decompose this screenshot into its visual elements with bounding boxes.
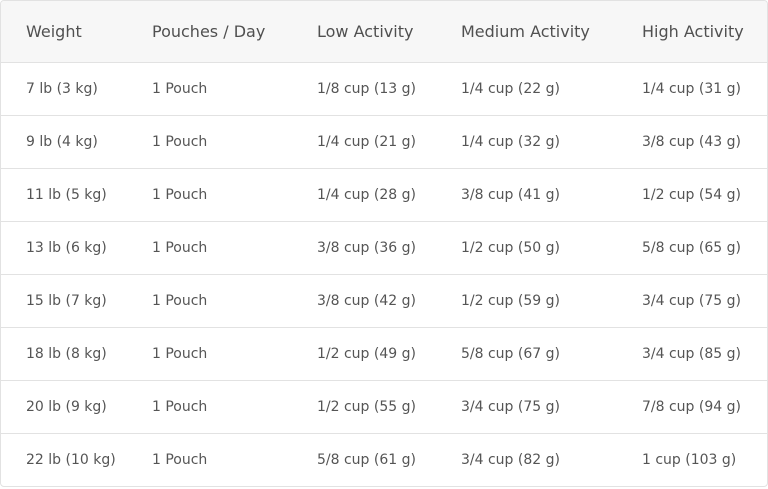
cell-low-activity: 1/2 cup (55 g)	[292, 379, 436, 433]
cell-medium-activity: 3/4 cup (75 g)	[436, 379, 617, 433]
cell-medium-activity: 5/8 cup (67 g)	[436, 326, 617, 380]
cell-pouches: 1 Pouch	[127, 432, 292, 486]
cell-low-activity: 3/8 cup (42 g)	[292, 273, 436, 327]
cell-weight: 9 lb (4 kg)	[1, 114, 127, 168]
header-weight: Weight	[1, 1, 127, 63]
cell-high-activity: 3/8 cup (43 g)	[617, 114, 767, 168]
cell-high-activity: 1/2 cup (54 g)	[617, 167, 767, 221]
table-row: 15 lb (7 kg) 1 Pouch 3/8 cup (42 g) 1/2 …	[1, 273, 767, 327]
cell-high-activity: 1/4 cup (31 g)	[642, 80, 741, 97]
cell-medium-activity: 1/4 cup (22 g)	[461, 80, 560, 97]
cell-high-activity: 3/4 cup (75 g)	[617, 273, 767, 327]
header-high-activity: High Activity	[617, 1, 767, 63]
cell-high-activity: 3/4 cup (85 g)	[617, 326, 767, 380]
table-row: 7 lb (3 kg) 1 Pouch 1/8 cup (13 g) 1/4 c…	[1, 62, 767, 115]
cell-pouches: 1 Pouch	[127, 326, 292, 380]
cell-pouches: 1 Pouch	[127, 379, 292, 433]
table-row: 20 lb (9 kg) 1 Pouch 1/2 cup (55 g) 3/4 …	[1, 379, 767, 433]
table-row: 11 lb (5 kg) 1 Pouch 1/4 cup (28 g) 3/8 …	[1, 167, 767, 221]
header-pouches-per-day: Pouches / Day	[127, 1, 292, 63]
cell-low-activity: 1/2 cup (49 g)	[292, 326, 436, 380]
cell-weight: 22 lb (10 kg)	[1, 432, 127, 486]
header-row: Weight Pouches / Day Low Activity Medium…	[1, 1, 767, 63]
cell-weight: 20 lb (9 kg)	[1, 379, 127, 433]
cell-medium-activity: 3/4 cup (82 g)	[436, 432, 617, 486]
cell-high-activity: 1 cup (103 g)	[617, 432, 767, 486]
cell-pouches: 1 Pouch	[127, 273, 292, 327]
cell-medium-activity: 1/2 cup (59 g)	[436, 273, 617, 327]
cell-pouches: 1 Pouch	[152, 80, 208, 97]
cell-pouches: 1 Pouch	[127, 220, 292, 274]
cell-low-activity: 3/8 cup (36 g)	[292, 220, 436, 274]
cell-low-activity: 1/4 cup (21 g)	[292, 114, 436, 168]
cell-low-activity: 1/8 cup (13 g)	[317, 80, 416, 97]
cell-low-activity: 1/4 cup (28 g)	[292, 167, 436, 221]
table-row: 22 lb (10 kg) 1 Pouch 5/8 cup (61 g) 3/4…	[1, 432, 767, 486]
cell-low-activity: 5/8 cup (61 g)	[292, 432, 436, 486]
cell-medium-activity: 3/8 cup (41 g)	[436, 167, 617, 221]
cell-weight: 7 lb (3 kg)	[26, 80, 98, 97]
table-body: 7 lb (3 kg) 1 Pouch 1/8 cup (13 g) 1/4 c…	[1, 62, 767, 486]
cell-weight: 18 lb (8 kg)	[1, 326, 127, 380]
header-low-activity: Low Activity	[292, 1, 436, 63]
cell-weight: 13 lb (6 kg)	[1, 220, 127, 274]
cell-pouches: 1 Pouch	[127, 114, 292, 168]
table-row: 9 lb (4 kg) 1 Pouch 1/4 cup (21 g) 1/4 c…	[1, 114, 767, 168]
header-medium-activity: Medium Activity	[436, 1, 617, 63]
cell-pouches: 1 Pouch	[127, 167, 292, 221]
cell-medium-activity: 1/4 cup (32 g)	[436, 114, 617, 168]
table-header: Weight Pouches / Day Low Activity Medium…	[1, 1, 767, 63]
table-row: 13 lb (6 kg) 1 Pouch 3/8 cup (36 g) 1/2 …	[1, 220, 767, 274]
cell-weight: 11 lb (5 kg)	[1, 167, 127, 221]
cell-high-activity: 7/8 cup (94 g)	[617, 379, 767, 433]
cell-medium-activity: 1/2 cup (50 g)	[436, 220, 617, 274]
cell-high-activity: 5/8 cup (65 g)	[617, 220, 767, 274]
table-row: 18 lb (8 kg) 1 Pouch 1/2 cup (49 g) 5/8 …	[1, 326, 767, 380]
cell-weight: 15 lb (7 kg)	[1, 273, 127, 327]
